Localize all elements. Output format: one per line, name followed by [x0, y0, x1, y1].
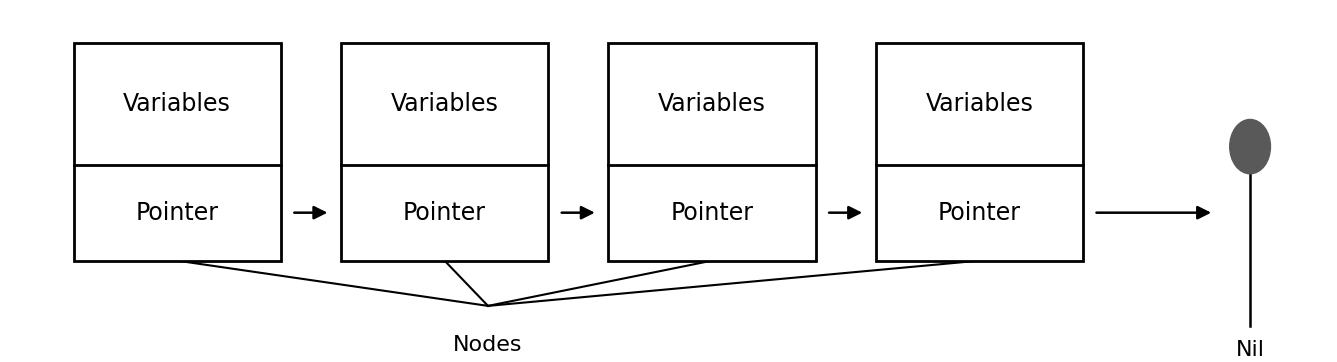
Bar	[74, 43, 281, 261]
Bar	[608, 43, 816, 261]
Text: Variables: Variables	[390, 92, 499, 116]
Ellipse shape	[1230, 119, 1270, 174]
Text: Pointer: Pointer	[937, 201, 1021, 225]
Text: Pointer: Pointer	[670, 201, 754, 225]
Text: Nodes: Nodes	[453, 335, 523, 355]
Text: Pointer: Pointer	[402, 201, 487, 225]
Text: Variables: Variables	[123, 92, 231, 116]
Text: Variables: Variables	[658, 92, 766, 116]
Bar	[876, 43, 1083, 261]
Text: Pointer: Pointer	[135, 201, 219, 225]
Bar	[341, 43, 548, 261]
Text: Variables: Variables	[925, 92, 1034, 116]
Text: Nil: Nil	[1235, 340, 1265, 360]
